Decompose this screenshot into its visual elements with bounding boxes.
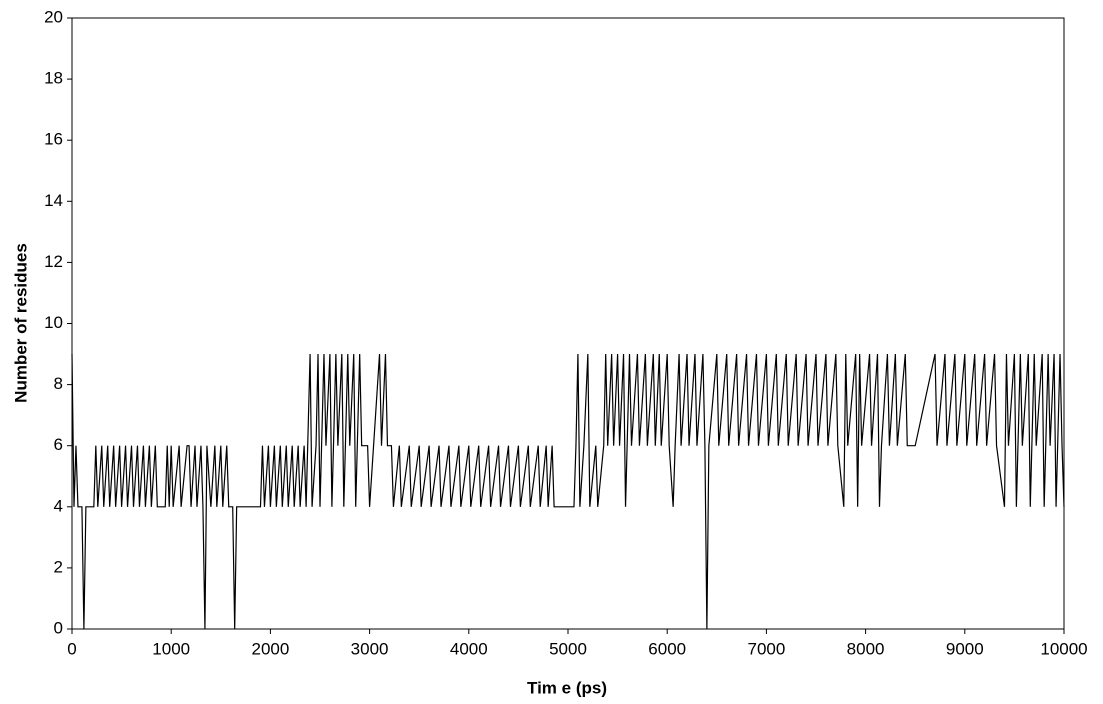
y-tick-label: 20 bbox=[44, 7, 63, 26]
x-tick-label: 8000 bbox=[847, 639, 885, 658]
y-axis-title: Number of residues bbox=[11, 243, 30, 403]
y-tick-label: 12 bbox=[44, 252, 63, 271]
y-tick-label: 6 bbox=[54, 435, 63, 454]
x-axis-title: Tim e (ps) bbox=[527, 678, 607, 697]
plot-frame bbox=[71, 17, 1065, 630]
x-tick-label: 2000 bbox=[251, 639, 289, 658]
x-tick-label: 7000 bbox=[747, 639, 785, 658]
x-tick-label: 4000 bbox=[450, 639, 488, 658]
x-tick-label: 6000 bbox=[648, 639, 686, 658]
y-tick-label: 8 bbox=[54, 374, 63, 393]
x-tick-label: 0 bbox=[67, 639, 76, 658]
x-tick-label: 9000 bbox=[946, 639, 984, 658]
data-line bbox=[71, 353, 1065, 630]
x-tick-label: 1000 bbox=[152, 639, 190, 658]
x-tick-label: 3000 bbox=[351, 639, 389, 658]
y-tick-label: 4 bbox=[54, 496, 63, 515]
y-tick-label: 10 bbox=[44, 313, 63, 332]
x-tick-label: 5000 bbox=[549, 639, 587, 658]
y-tick-label: 14 bbox=[44, 191, 63, 210]
y-tick-label: 2 bbox=[54, 557, 63, 576]
x-tick-label: 10000 bbox=[1040, 639, 1087, 658]
y-tick-label: 16 bbox=[44, 130, 63, 149]
y-tick-label: 0 bbox=[54, 618, 63, 637]
y-tick-label: 18 bbox=[44, 69, 63, 88]
